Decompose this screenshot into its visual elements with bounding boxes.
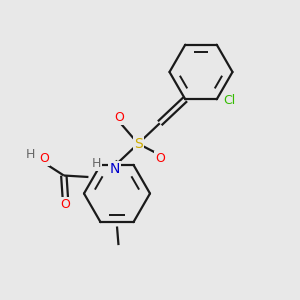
Text: O: O <box>39 152 49 165</box>
Text: O: O <box>155 152 165 165</box>
Text: H: H <box>92 157 101 170</box>
Text: N: N <box>110 162 120 176</box>
Text: O: O <box>60 198 70 211</box>
Text: O: O <box>115 111 124 124</box>
Text: Cl: Cl <box>223 94 236 107</box>
Text: H: H <box>26 148 35 161</box>
Text: S: S <box>134 137 142 151</box>
